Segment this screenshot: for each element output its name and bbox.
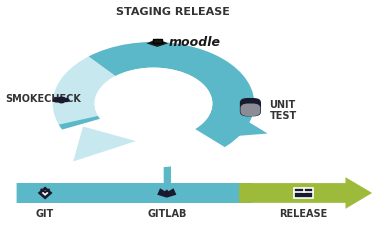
Wedge shape bbox=[89, 42, 254, 163]
Text: RELEASE: RELEASE bbox=[280, 209, 328, 219]
Polygon shape bbox=[146, 39, 168, 47]
FancyBboxPatch shape bbox=[241, 104, 260, 116]
FancyBboxPatch shape bbox=[153, 39, 162, 43]
Text: SMOKECHECK: SMOKECHECK bbox=[5, 94, 81, 104]
Text: CONTINUOUS
INTEGRATION: CONTINUOUS INTEGRATION bbox=[119, 93, 188, 114]
Circle shape bbox=[57, 97, 66, 102]
FancyArrow shape bbox=[239, 177, 372, 209]
Circle shape bbox=[58, 99, 65, 103]
Polygon shape bbox=[38, 186, 52, 200]
Text: GIT: GIT bbox=[36, 209, 54, 219]
Text: GITLAB: GITLAB bbox=[147, 209, 187, 219]
FancyBboxPatch shape bbox=[240, 98, 261, 116]
Polygon shape bbox=[16, 116, 171, 203]
Text: moodle: moodle bbox=[168, 36, 220, 49]
Circle shape bbox=[63, 98, 70, 102]
Text: STAGING RELEASE: STAGING RELEASE bbox=[116, 7, 229, 17]
Polygon shape bbox=[73, 126, 136, 161]
Polygon shape bbox=[210, 103, 268, 138]
Circle shape bbox=[53, 98, 61, 103]
FancyBboxPatch shape bbox=[294, 188, 313, 198]
Polygon shape bbox=[42, 190, 49, 196]
Wedge shape bbox=[53, 42, 254, 165]
Wedge shape bbox=[59, 118, 228, 167]
Text: UNIT
TEST: UNIT TEST bbox=[270, 100, 297, 121]
Polygon shape bbox=[157, 188, 176, 198]
FancyArrow shape bbox=[16, 183, 252, 203]
Circle shape bbox=[95, 68, 213, 140]
